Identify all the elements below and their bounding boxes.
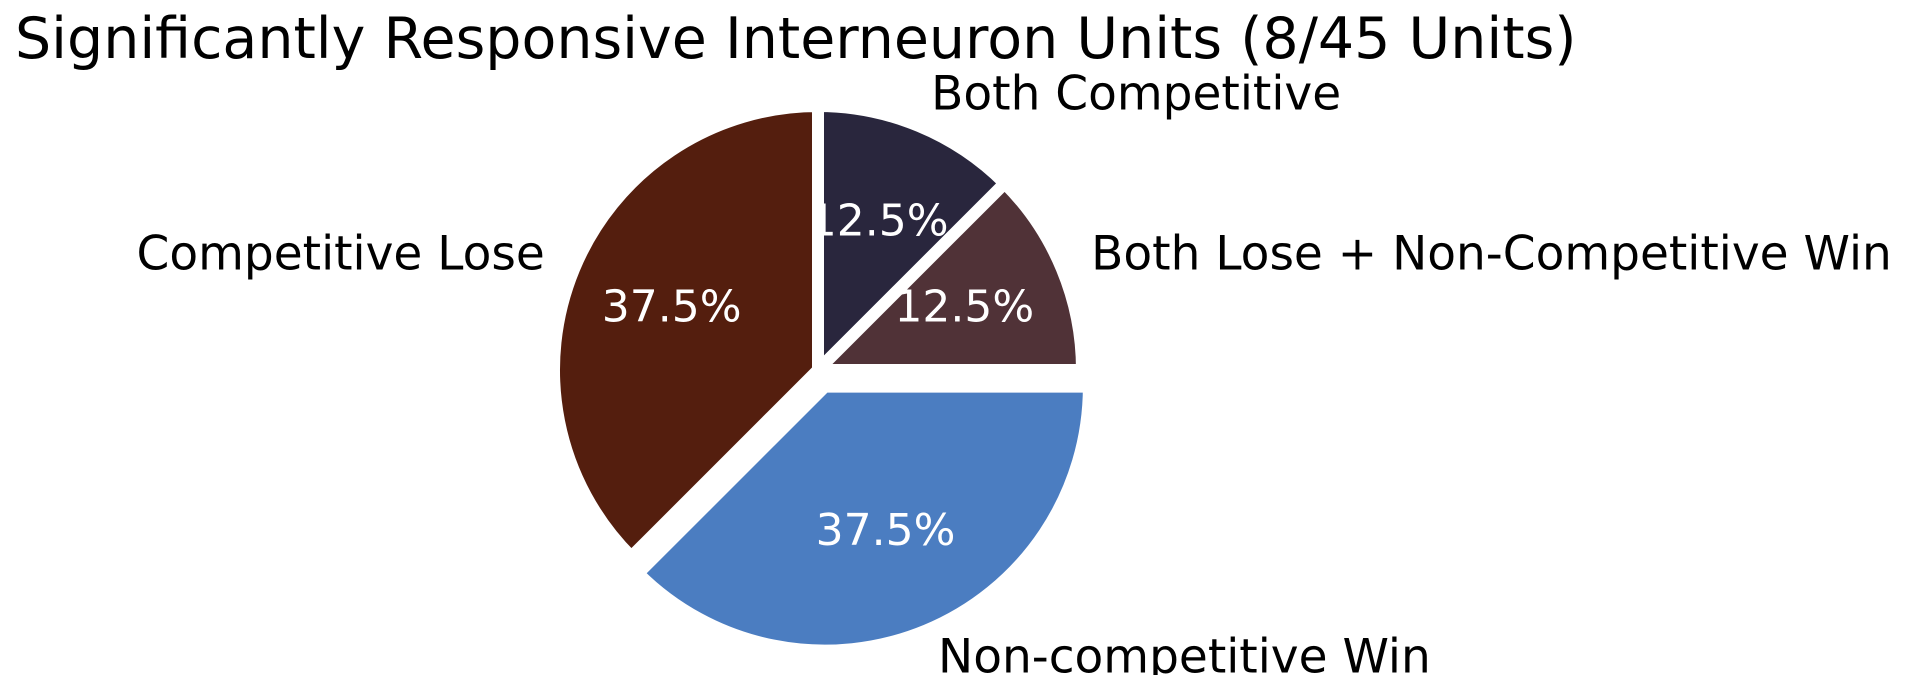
pie-slice-both-competitive (812, 99, 1014, 385)
percent-label-non-competitive-win: 37.5% (816, 505, 956, 556)
percent-labels: 12.5% 12.5% 37.5% 37.5% (602, 196, 1034, 556)
percent-label-both-competitive: 12.5% (809, 196, 949, 247)
pie-slices (548, 99, 1095, 657)
percent-label-both-lose-non-competitive-win: 12.5% (894, 281, 1034, 332)
percent-label-competitive-lose: 37.5% (602, 281, 742, 332)
pie-slice-competitive-lose (548, 99, 824, 566)
pie-slice-both-lose-non-competitive-win (803, 174, 1089, 376)
pie-slice-non-competitive-win (629, 380, 1095, 657)
slice-label-competitive-lose: Competitive Lose (137, 226, 545, 281)
chart-title: Significantly Responsive Interneuron Uni… (15, 6, 1577, 72)
slice-label-non-competitive-win: Non-competitive Win (938, 629, 1431, 675)
slice-label-both-lose-non-competitive-win: Both Lose + Non-Competitive Win (1091, 226, 1892, 281)
slice-labels: Both Competitive Both Lose + Non-Competit… (137, 66, 1892, 675)
slice-label-both-competitive: Both Competitive (931, 66, 1341, 121)
